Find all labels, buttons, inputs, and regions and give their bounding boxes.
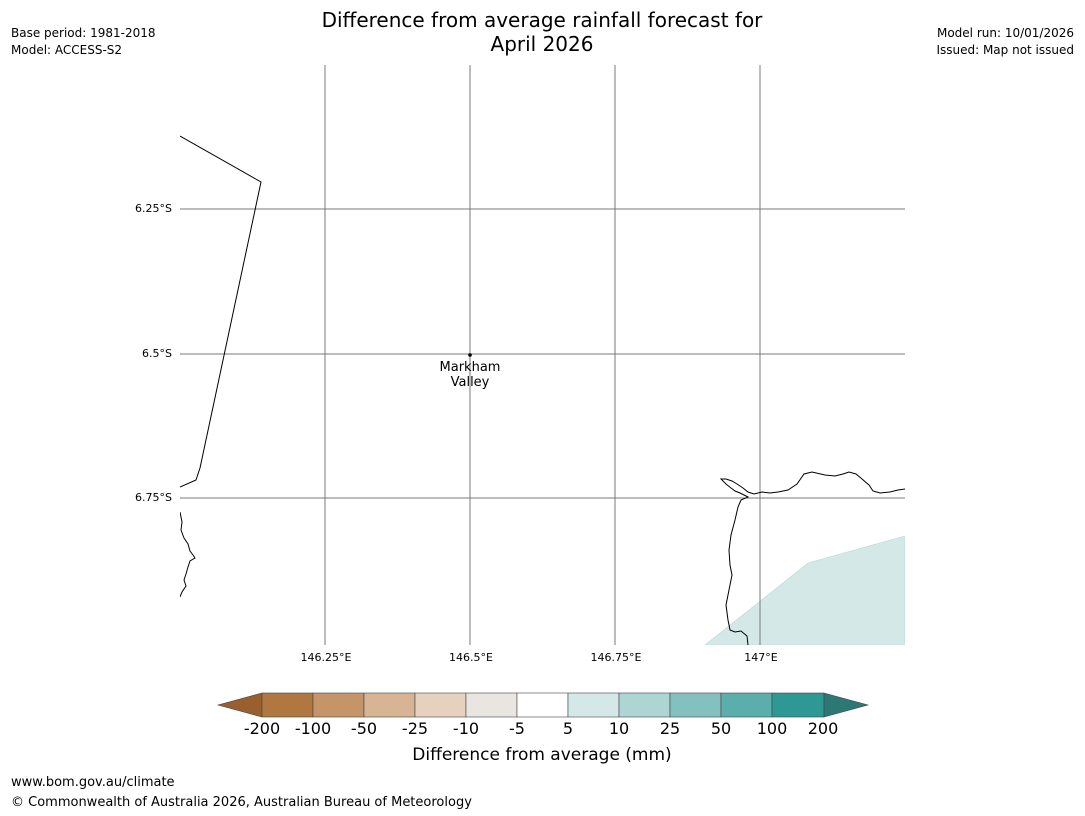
footer-url[interactable]: www.bom.gov.au/climate xyxy=(11,775,175,790)
colorbar-segment xyxy=(516,692,569,718)
issued-status: Issued: Map not issued xyxy=(936,43,1074,57)
footer-copyright: © Commonwealth of Australia 2026, Austra… xyxy=(11,795,472,810)
model-name: Model: ACCESS-S2 xyxy=(11,43,123,57)
colorbar-segment xyxy=(618,692,671,718)
map-area xyxy=(180,65,905,645)
lat-label: 6.5°S xyxy=(142,347,172,360)
colorbar-segment xyxy=(363,692,416,718)
place-name-line-1: Markham xyxy=(439,360,501,375)
colorbar-label: -100 xyxy=(294,719,332,738)
coastline-west xyxy=(180,511,196,598)
lat-label: 6.75°S xyxy=(135,491,172,504)
lon-label: 146.5°E xyxy=(449,651,493,664)
colorbar-segment xyxy=(414,692,467,718)
run-info: Model run: 10/01/2026 Issued: Map not is… xyxy=(936,25,1074,59)
colorbar-label: -50 xyxy=(350,719,378,738)
colorbar-label: 200 xyxy=(807,719,839,738)
colorbar-label: 5 xyxy=(562,719,574,738)
lon-label: 146.25°E xyxy=(300,651,352,664)
coastline-east xyxy=(719,471,905,645)
model-run: Model run: 10/01/2026 xyxy=(936,26,1074,40)
colorbar-label: -200 xyxy=(243,719,281,738)
colorbar-label: -25 xyxy=(401,719,429,738)
colorbar-label: 10 xyxy=(608,719,630,738)
graticule xyxy=(180,65,905,645)
colorbar-segment xyxy=(312,692,365,718)
colorbar-label: 25 xyxy=(659,719,681,738)
colorbar xyxy=(216,692,870,718)
colorbar-segment xyxy=(771,692,825,718)
colorbar-extend-low xyxy=(216,692,263,718)
colorbar-title: Difference from average (mm) xyxy=(412,745,672,765)
colorbar-label: -10 xyxy=(452,719,480,738)
lon-label: 146.75°E xyxy=(590,651,642,664)
colorbar-segment xyxy=(567,692,620,718)
place-name-line-2: Valley xyxy=(450,375,490,390)
forecast-shaded-region xyxy=(704,535,905,645)
map-title: Difference from average rainfall forecas… xyxy=(242,8,842,56)
title-line-2: April 2026 xyxy=(490,32,594,56)
model-info: Base period: 1981-2018 Model: ACCESS-S2 xyxy=(11,25,156,59)
lon-label: 147°E xyxy=(744,651,778,664)
lat-label: 6.25°S xyxy=(135,202,172,215)
markham-valley-marker xyxy=(468,353,472,357)
district-boundary xyxy=(180,135,262,488)
colorbar-segment xyxy=(465,692,518,718)
colorbar-label: -5 xyxy=(509,719,525,738)
colorbar-segment xyxy=(720,692,773,718)
boundaries xyxy=(180,135,905,645)
place-label-markham-valley: Markham Valley xyxy=(440,360,501,390)
colorbar-label: 100 xyxy=(756,719,788,738)
colorbar-segment xyxy=(669,692,722,718)
colorbar-extend-high xyxy=(823,692,870,718)
colorbar-label: 50 xyxy=(710,719,732,738)
colorbar-segment xyxy=(261,692,314,718)
base-period: Base period: 1981-2018 xyxy=(11,26,156,40)
title-line-1: Difference from average rainfall forecas… xyxy=(321,8,763,32)
